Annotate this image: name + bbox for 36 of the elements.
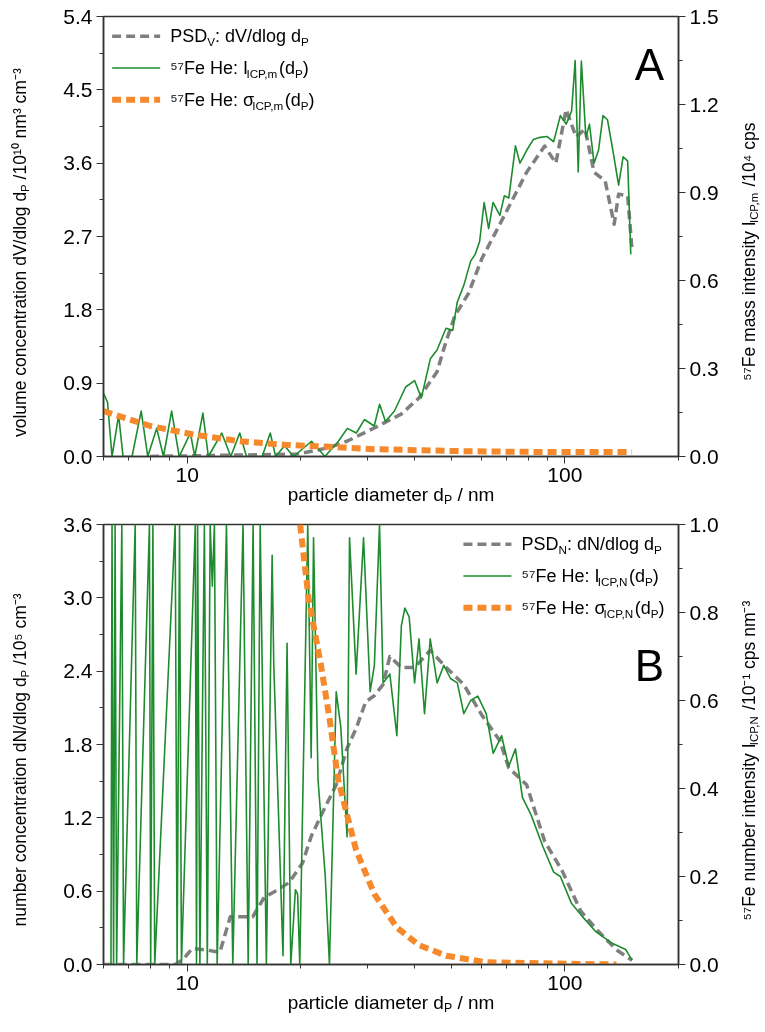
annotation: B [634, 640, 665, 690]
y-tick-label: 2.7 [63, 224, 93, 248]
y2-tick-label: 0.4 [689, 776, 720, 800]
x-tick-label: 10 [175, 462, 199, 486]
y2-tick-label: 1.5 [689, 4, 719, 28]
y-tick-label: 0.6 [63, 879, 93, 903]
x-tick-label: 10 [175, 970, 199, 994]
y2-axis-title: ⁵⁷Fe number intensity IICP,N /10⁻¹ cps nm⁻³ [738, 600, 760, 921]
x-tick-label: 100 [547, 970, 583, 994]
y-tick-label: 4.5 [63, 77, 93, 101]
y2-tick-label: 0.8 [689, 600, 719, 624]
y-tick-label: 0.9 [63, 371, 93, 395]
y2-tick-label: 0.0 [689, 952, 719, 976]
y-tick-label: 3.6 [63, 151, 93, 175]
y-tick-label: 1.8 [63, 297, 93, 321]
y2-tick-label: 0.0 [689, 444, 719, 468]
y2-tick-label: 1.0 [689, 512, 719, 536]
y-tick-label: 1.8 [63, 732, 93, 756]
y2-tick-label: 0.3 [689, 356, 719, 380]
y2-tick-label: 0.6 [689, 268, 719, 292]
y-tick-label: 1.2 [63, 805, 93, 829]
y2-tick-label: 0.9 [689, 180, 719, 204]
y-tick-label: 0.0 [63, 444, 93, 468]
annotation: A [634, 40, 665, 90]
y-tick-label: 2.4 [63, 659, 93, 683]
y-tick-label: 5.4 [63, 4, 93, 28]
y2-tick-label: 0.6 [689, 688, 719, 712]
y-tick-label: 3.6 [63, 512, 93, 536]
y-tick-label: 3.0 [63, 585, 93, 609]
x-tick-label: 100 [547, 462, 583, 486]
y-axis-title: volume concentration dV/dlog dP /10¹⁰ nm³ cm⁻³ [9, 68, 31, 438]
y-axis-title: number concentration dN/dlog dP /10⁵ cm⁻³ [9, 593, 31, 927]
y2-tick-label: 1.2 [689, 92, 719, 116]
y2-axis-title: ⁵⁷Fe mass intensity IICP,m /10⁴ cps [738, 122, 760, 381]
y2-tick-label: 0.2 [689, 864, 719, 888]
y-tick-label: 0.0 [63, 952, 93, 976]
